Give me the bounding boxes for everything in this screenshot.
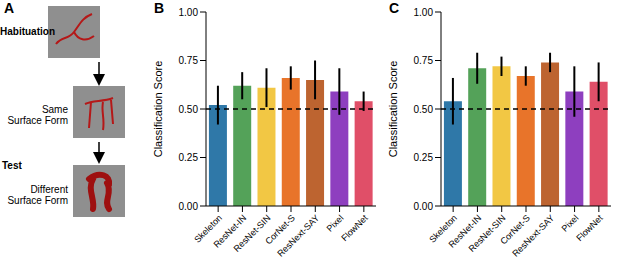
svg-text:0.25: 0.25 (414, 152, 434, 163)
svg-text:FlowNet: FlowNet (574, 213, 605, 244)
svg-text:Classification Score: Classification Score (387, 61, 399, 158)
svg-text:0.00: 0.00 (414, 201, 434, 212)
html-text:Habituation: Habituation (0, 26, 55, 37)
svg-text:ResNet-SIN: ResNet-SIN (232, 213, 273, 254)
svg-text:Pixel: Pixel (325, 213, 346, 234)
svg-text:1.00: 1.00 (414, 7, 434, 18)
svg-text:ResNet-SIN: ResNet-SIN (467, 213, 508, 254)
svg-text:CorNet-S: CorNet-S (498, 212, 532, 247)
svg-text:0.50: 0.50 (414, 104, 434, 115)
svg-text:Skeleton: Skeleton (427, 212, 460, 245)
svg-text:1.00: 1.00 (179, 7, 199, 18)
html-text:B: B (154, 0, 165, 16)
svg-text:0.75: 0.75 (179, 55, 199, 66)
svg-text:0.75: 0.75 (414, 55, 434, 66)
svg-text:ResNext-SAY: ResNext-SAY (275, 213, 321, 258)
svg-text:CorNet-S: CorNet-S (263, 212, 297, 247)
svg-text:0.00: 0.00 (179, 201, 199, 212)
html-text:Test: Test (2, 160, 22, 171)
html-text:Different Surface Form: Different Surface Form (7, 184, 68, 206)
svg-text:ResNet-IN: ResNet-IN (211, 212, 249, 250)
html-text:Same Surface Form: Same Surface Form (7, 104, 68, 126)
svg-text:Pixel: Pixel (560, 213, 581, 234)
svg-text:ResNet-IN: ResNet-IN (446, 212, 484, 250)
html-text:A: A (4, 0, 15, 16)
svg-text:0.50: 0.50 (179, 104, 199, 115)
html-text:C: C (389, 0, 400, 16)
svg-text:FlowNet: FlowNet (339, 213, 370, 244)
svg-text:Classification Score: Classification Score (152, 61, 164, 158)
svg-text:ResNext-SAY: ResNext-SAY (510, 213, 556, 258)
svg-text:0.25: 0.25 (179, 152, 199, 163)
svg-text:Skeleton: Skeleton (192, 212, 225, 245)
